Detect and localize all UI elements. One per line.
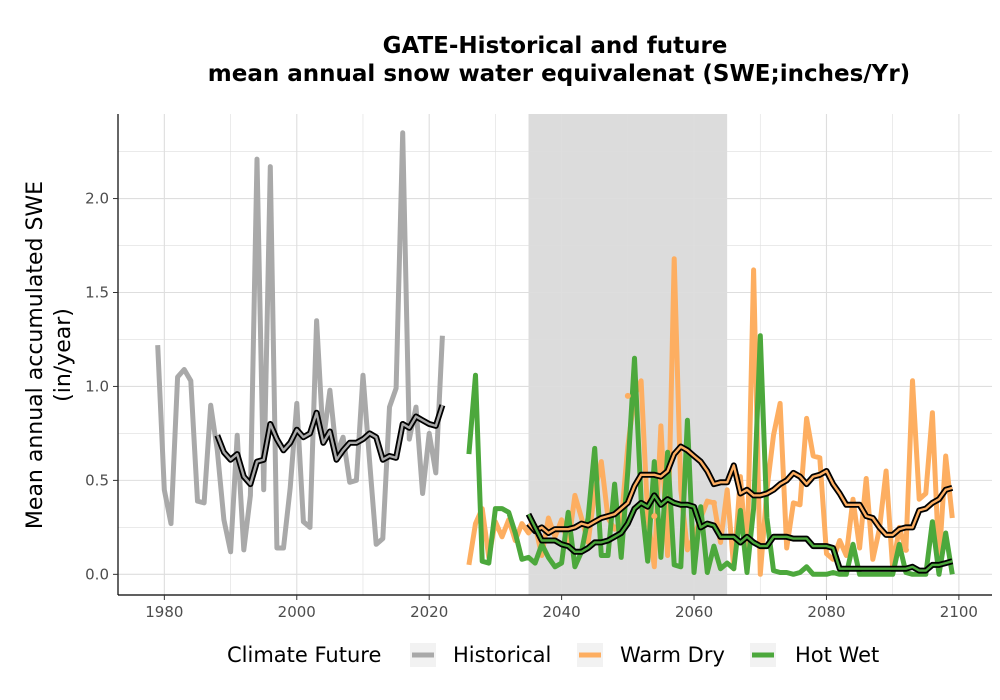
y-tick-label: 1.0 (85, 377, 109, 395)
warm-dry-point (651, 513, 658, 520)
warm-dry-point (902, 546, 909, 553)
y-tick-label: 2.0 (85, 190, 109, 208)
warm-dry-rolling-mean-line (527, 445, 953, 537)
y-axis-title-group: Mean annual accumulated SWE (in/year) (23, 181, 76, 529)
warm-dry-point (710, 499, 717, 506)
x-tick-label: 2080 (807, 603, 845, 621)
warm-dry-point (624, 392, 631, 399)
warm-dry-series-line (466, 256, 955, 577)
historical-series-line (155, 130, 445, 555)
legend: Climate Future Historical Warm Dry Hot Wet (227, 643, 879, 667)
hot-wet-series-line (466, 333, 955, 577)
y-axis-title-line-2: (in/year) (51, 308, 76, 402)
axis-layer: 0.0 0.5 1.0 1.5 2.0 1980 2000 2020 2040 2060 2080 2… (85, 114, 992, 621)
series-layer (155, 130, 955, 577)
hot-wet-rolling-mean-line (527, 494, 953, 572)
y-tick-label: 0.5 (85, 471, 109, 489)
x-tick-label: 2060 (675, 603, 713, 621)
chart-title-line-1: GATE-Historical and future (383, 33, 728, 59)
chart-title-group: GATE-Historical and future mean annual s… (208, 33, 910, 87)
chart-title-line-2: mean annual snow water equivalenat (SWE;… (208, 61, 910, 87)
y-tick-label: 0.0 (85, 565, 109, 583)
y-axis-title-line-1: Mean annual accumulated SWE (23, 181, 48, 529)
x-tick-label: 2020 (410, 603, 448, 621)
legend-label-hot-wet: Hot Wet (795, 643, 879, 667)
historical-rolling-mean-line (216, 404, 444, 486)
x-tick-label: 1980 (145, 603, 183, 621)
x-tick-label: 2000 (278, 603, 316, 621)
legend-title: Climate Future (227, 643, 381, 667)
x-tick-label: 2040 (543, 603, 581, 621)
legend-label-warm-dry: Warm Dry (620, 643, 725, 667)
y-tick-label: 1.5 (85, 283, 109, 301)
legend-label-historical: Historical (453, 643, 551, 667)
x-tick-label: 2100 (940, 603, 978, 621)
